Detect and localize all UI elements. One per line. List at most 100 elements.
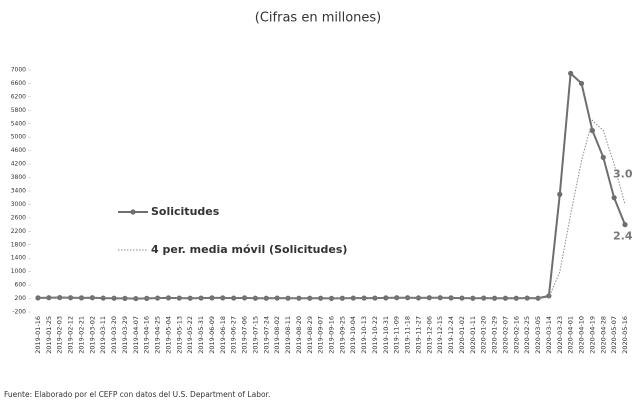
x-tick-label: 2019-07-15 — [251, 316, 259, 354]
y-tick-label: 200 — [15, 295, 27, 302]
x-tick-label: 2019-10-13 — [360, 316, 368, 354]
series-marker — [296, 295, 302, 301]
series-marker — [328, 295, 335, 301]
legend-label: Solicitudes — [151, 205, 220, 218]
x-tick-label: 2019-05-04 — [164, 316, 172, 354]
x-tick-label: 2019-09-07 — [317, 316, 325, 354]
x-tick-label: 2019-07-06 — [241, 316, 249, 354]
series-marker — [611, 195, 617, 201]
y-tick-label: 1000 — [11, 268, 26, 275]
x-tick-label: 2019-03-02 — [88, 316, 96, 354]
y-tick-label: 6600 — [11, 80, 26, 87]
x-tick-label: 2019-11-27 — [414, 316, 422, 354]
x-tick-label: 2019-06-09 — [208, 316, 216, 354]
y-tick-label: 5400 — [11, 120, 26, 127]
y-tick-label: 1800 — [11, 241, 26, 248]
y-tick-label: 5000 — [11, 134, 26, 141]
series-marker — [448, 295, 454, 301]
legend-marker — [130, 209, 136, 215]
x-tick-label: 2019-08-02 — [273, 316, 281, 354]
x-tick-label: 2020-03-05 — [534, 316, 542, 354]
series-marker — [481, 295, 487, 301]
x-tick-label: 2019-05-31 — [197, 316, 205, 354]
series-marker — [394, 295, 400, 301]
x-tick-label: 2020-01-20 — [480, 316, 488, 354]
series-marker — [187, 295, 193, 301]
x-tick-label: 2020-01-11 — [469, 316, 477, 354]
x-tick-label: 2020-05-16 — [621, 316, 629, 354]
x-tick-label: 2020-05-07 — [610, 316, 618, 354]
x-tick-label: 2020-04-01 — [567, 316, 575, 354]
x-tick-label: 2019-05-13 — [175, 316, 183, 354]
y-tick-label: 3800 — [11, 174, 26, 181]
y-tick-label: 4600 — [11, 147, 26, 154]
series-marker — [578, 80, 585, 87]
x-tick-label: 2019-12-15 — [436, 316, 444, 354]
series-marker — [557, 191, 563, 197]
x-tick-label: 2019-09-25 — [338, 316, 346, 354]
y-tick-label: 5800 — [11, 107, 26, 114]
x-tick-label: 2019-09-16 — [328, 316, 336, 354]
series-marker — [361, 295, 367, 301]
series-marker — [502, 295, 509, 301]
x-tick-label: 2019-07-24 — [262, 316, 270, 354]
series-marker — [568, 70, 574, 76]
x-tick-label: 2019-03-29 — [121, 316, 129, 354]
x-tick-label: 2019-02-12 — [67, 316, 75, 354]
series-marker — [154, 295, 161, 301]
y-tick-label: -200 — [12, 309, 26, 316]
series-marker — [241, 295, 248, 301]
series-marker — [622, 222, 628, 228]
x-tick-label: 2019-05-22 — [186, 316, 194, 354]
legend-label: 4 per. media móvil (Solicitudes) — [151, 243, 347, 256]
y-tick-label: 4200 — [11, 161, 26, 168]
series-marker — [415, 295, 422, 301]
x-tick-label: 2019-11-09 — [393, 316, 401, 354]
x-tick-label: 2019-10-04 — [349, 316, 357, 354]
chart-title: (Cifras en millones) — [255, 11, 381, 26]
series-marker — [307, 295, 313, 301]
y-tick-label: 2200 — [11, 228, 26, 235]
x-tick-label: 2020-04-28 — [599, 316, 607, 354]
x-tick-label: 2019-10-22 — [371, 316, 379, 354]
value-label: 2.4 — [613, 230, 633, 243]
x-tick-label: 2019-03-20 — [110, 316, 118, 354]
x-tick-label: 2020-03-23 — [556, 316, 564, 354]
x-tick-label: 2019-03-11 — [99, 316, 107, 354]
value-label: 3.0 — [613, 167, 633, 180]
x-tick-label: 2020-04-10 — [578, 316, 586, 354]
y-tick-label: 7000 — [11, 67, 26, 74]
x-tick-label: 2020-01-29 — [491, 316, 499, 354]
series-marker — [100, 295, 106, 301]
x-tick-label: 2019-06-18 — [219, 316, 227, 354]
series-marker — [122, 295, 128, 301]
x-tick-label: 2019-11-18 — [404, 316, 412, 354]
series-marker — [133, 295, 139, 302]
series-marker — [600, 154, 606, 160]
x-tick-label: 2019-08-11 — [284, 316, 292, 354]
x-tick-label: 2019-12-06 — [425, 316, 433, 354]
y-tick-label: 600 — [15, 282, 27, 289]
series-line — [37, 119, 626, 299]
series-marker — [535, 295, 541, 301]
x-tick-label: 2020-02-16 — [512, 316, 520, 354]
x-tick-label: 2019-08-29 — [306, 316, 314, 354]
series-marker — [470, 295, 476, 301]
series-marker — [46, 295, 52, 301]
x-tick-label: 2019-01-25 — [45, 316, 53, 354]
x-tick-label: 2019-06-27 — [230, 316, 238, 354]
series-marker — [383, 295, 389, 301]
x-tick-label: 2020-02-25 — [523, 316, 531, 354]
series-marker — [220, 295, 226, 301]
series-marker — [589, 127, 595, 134]
source-note: Fuente: Elaborado por el CEFP con datos … — [4, 390, 270, 399]
x-tick-label: 2019-04-25 — [154, 316, 162, 354]
y-tick-label: 2600 — [11, 214, 26, 221]
x-tick-label: 2019-01-16 — [34, 316, 42, 354]
x-tick-label: 2020-04-19 — [588, 316, 596, 354]
y-tick-label: 6200 — [11, 93, 26, 100]
x-tick-label: 2020-02-07 — [501, 316, 509, 354]
x-tick-label: 2019-12-24 — [447, 316, 455, 354]
x-tick-label: 2020-03-14 — [545, 316, 553, 354]
